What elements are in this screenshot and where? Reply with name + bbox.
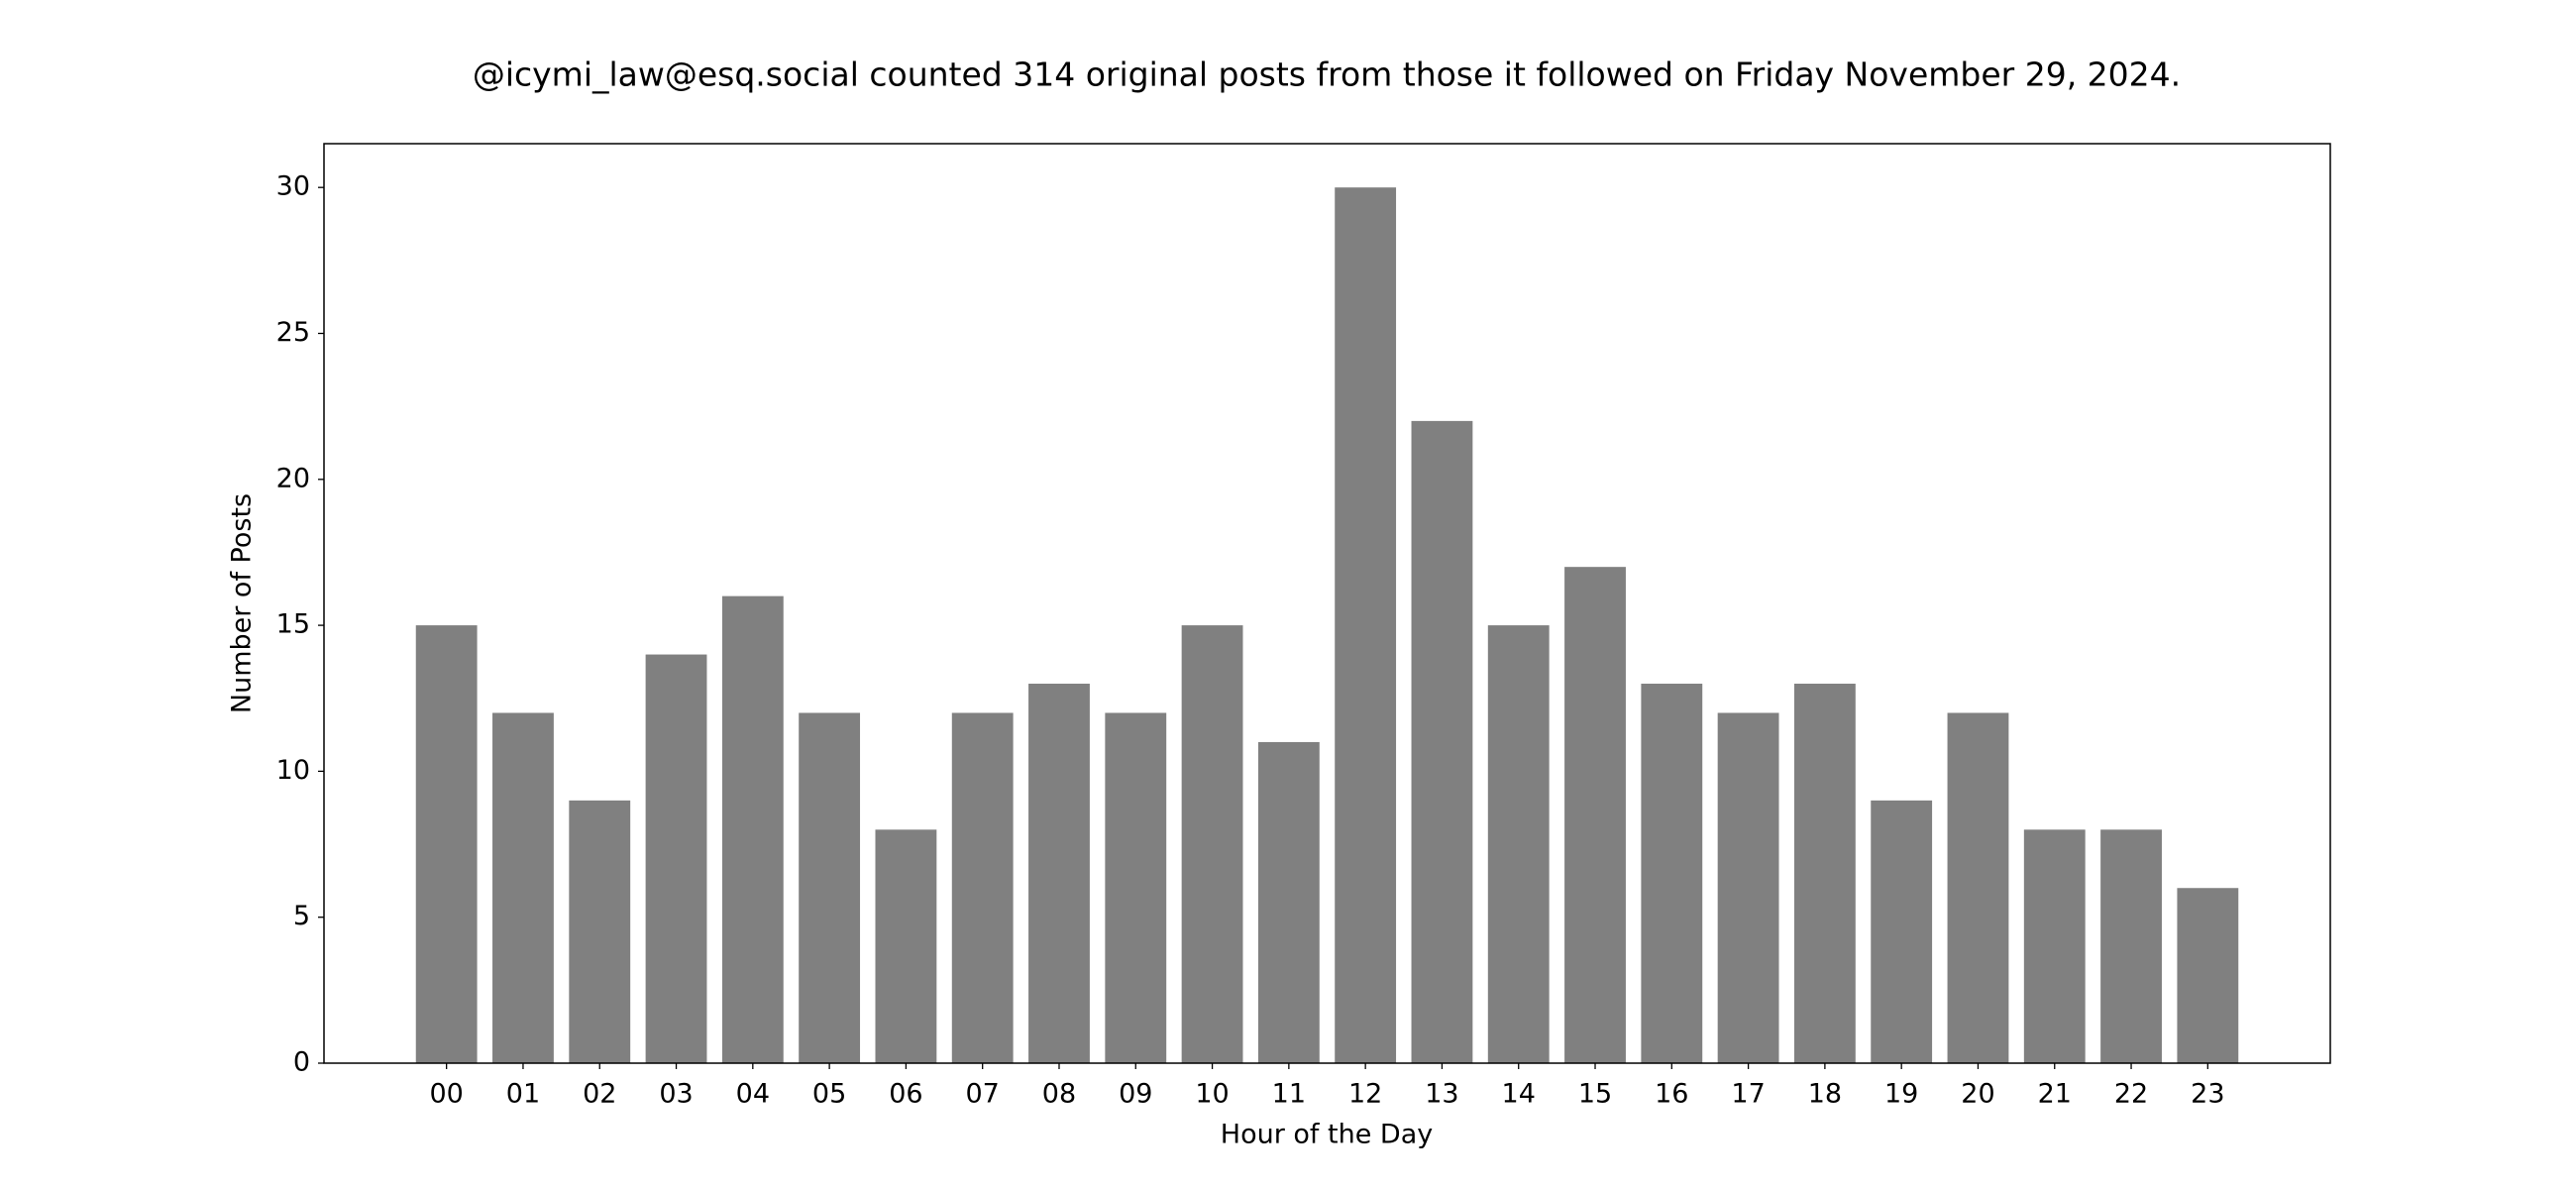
x-tick-label: 23 [2191,1079,2224,1110]
x-tick-label: 12 [1348,1079,1382,1110]
x-tick-label: 19 [1884,1079,1918,1110]
x-tick-label: 08 [1042,1079,1076,1110]
bar [1793,684,1856,1063]
bar [569,800,631,1063]
bar [415,625,478,1063]
y-axis-label: Number of Posts [227,493,258,713]
x-tick-label: 14 [1502,1079,1536,1110]
x-tick-label: 11 [1272,1079,1306,1110]
bar [799,712,861,1063]
y-tick-label: 5 [293,901,310,931]
bar [875,829,937,1063]
y-tick-label: 30 [276,171,310,202]
y-tick-label: 25 [276,317,310,348]
bar [1411,420,1473,1063]
bar [1181,625,1243,1063]
y-tick-label: 15 [276,609,310,640]
x-tick-label: 07 [966,1079,1000,1110]
bar [645,654,707,1063]
x-tick-label: 21 [2038,1079,2072,1110]
x-tick-label: 20 [1961,1079,1994,1110]
bar [2177,888,2239,1063]
x-tick-label: 18 [1808,1079,1842,1110]
x-tick-label: 01 [506,1079,540,1110]
bar [1335,187,1397,1063]
bar [1871,800,1933,1063]
chart-title: @icymi_law@esq.social counted 314 origin… [473,55,2181,94]
bar [1028,684,1090,1063]
x-tick-label: 15 [1578,1079,1612,1110]
bar [951,712,1014,1063]
x-tick-label: 05 [812,1079,846,1110]
bar [1717,712,1779,1063]
bar [2100,829,2162,1063]
x-axis-label: Hour of the Day [1221,1120,1433,1150]
x-tick-label: 17 [1731,1079,1765,1110]
bar [1947,712,2009,1063]
x-tick-label: 00 [429,1079,463,1110]
bar [1105,712,1167,1063]
x-tick-label: 03 [659,1079,693,1110]
x-tick-label: 13 [1425,1079,1458,1110]
bar [1564,567,1626,1063]
x-tick-label: 09 [1119,1079,1152,1110]
x-tick-label: 10 [1195,1079,1229,1110]
bar [1257,741,1320,1063]
bar [2023,829,2086,1063]
x-tick-label: 06 [889,1079,922,1110]
bar [1641,684,1703,1063]
x-tick-label: 22 [2114,1079,2148,1110]
x-tick-label: 02 [583,1079,616,1110]
bar [1487,625,1550,1063]
y-tick-label: 10 [276,755,310,786]
y-tick-label: 20 [276,463,310,493]
x-tick-label: 04 [736,1079,770,1110]
bar [492,712,554,1063]
bar [721,595,784,1063]
x-tick-label: 16 [1655,1079,1688,1110]
y-tick-label: 0 [293,1047,310,1078]
plot-frame [323,143,2331,1064]
